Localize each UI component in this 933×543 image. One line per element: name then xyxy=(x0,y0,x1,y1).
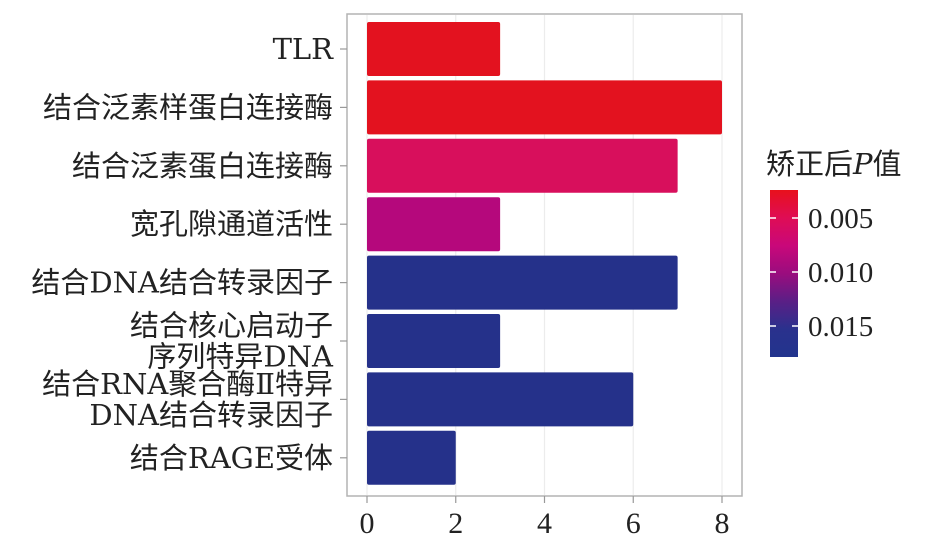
bar xyxy=(367,138,678,193)
category-label: 序列特异DNA xyxy=(147,340,334,374)
bar xyxy=(367,430,456,485)
category-label: 结合RNA聚合酶Ⅱ特异 xyxy=(42,367,333,401)
legend-tick-label: 0.010 xyxy=(808,257,873,289)
category-label: 结合DNA结合转录因子 xyxy=(31,266,333,300)
category-label: 结合RAGE受体 xyxy=(130,441,333,475)
category-label: 结合泛素样蛋白连接酶 xyxy=(43,90,333,124)
bar xyxy=(367,372,634,427)
category-label: 结合泛素蛋白连接酶 xyxy=(72,149,333,183)
x-tick-label: 8 xyxy=(715,507,730,540)
legend-tick-label: 0.015 xyxy=(808,311,873,343)
bar xyxy=(367,80,722,135)
legend-colorbar xyxy=(770,190,798,357)
x-tick-label: 0 xyxy=(360,507,375,540)
x-tick-label: 2 xyxy=(448,507,463,540)
category-label: 宽孔隙通道活性 xyxy=(130,207,333,241)
bar xyxy=(367,197,501,252)
bar xyxy=(367,255,678,310)
bar xyxy=(367,314,501,368)
legend: 矫正后P值 0.005 0.010 0.015 xyxy=(766,147,902,357)
category-label: DNA结合转录因子 xyxy=(89,398,333,432)
bar xyxy=(367,22,501,76)
x-axis: 0 2 4 6 8 xyxy=(360,496,730,540)
x-tick-label: 6 xyxy=(626,507,641,540)
legend-tick-label: 0.005 xyxy=(808,203,873,235)
category-label: 结合核心启动子 xyxy=(130,309,333,343)
x-tick-label: 4 xyxy=(537,507,552,540)
legend-title: 矫正后P值 xyxy=(766,147,902,181)
category-labels: TLR 结合泛素样蛋白连接酶结合泛素蛋白连接酶宽孔隙通道活性结合DNA结合转录因子… xyxy=(31,32,347,475)
category-label: TLR xyxy=(273,32,335,66)
bars xyxy=(367,22,722,485)
